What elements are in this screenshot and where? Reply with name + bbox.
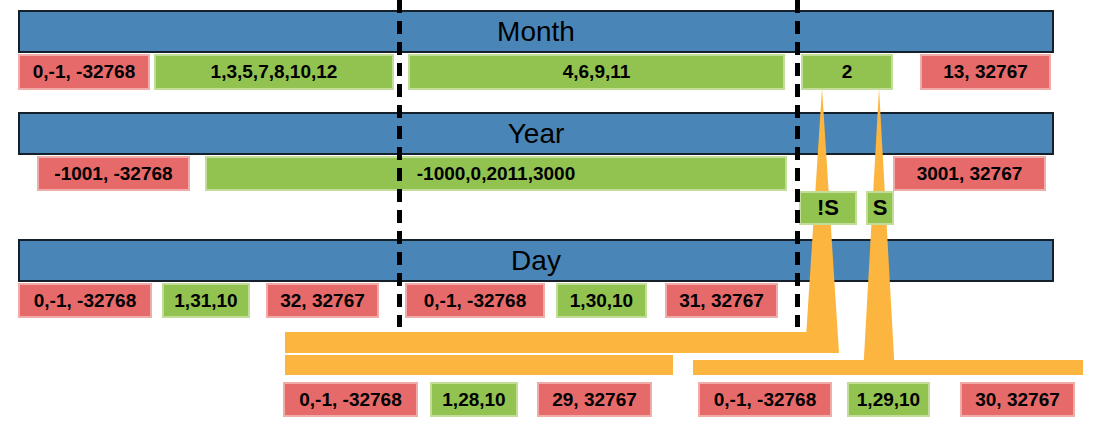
month-invalid-low-box: 0,-1, -32768 (18, 54, 150, 90)
day-bar-title: Day (511, 245, 561, 277)
year-bar: Year (18, 112, 1054, 155)
day31-valid-box: 1,31,10 (162, 283, 250, 318)
day30-invalid-low-box: 0,-1, -32768 (405, 283, 545, 318)
feb-nonleap-day-bar (285, 355, 673, 375)
feb-nonleap-connector-bar (285, 332, 837, 353)
year-bar-title: Year (508, 118, 565, 150)
leap-year-box: S (866, 191, 894, 225)
feb28-invalid-low-box: 0,-1, -32768 (283, 382, 418, 417)
partition-divider-line-2 (795, 0, 800, 327)
feb28-invalid-high-box: 29, 32767 (537, 382, 652, 417)
feb-leap-day-bar (693, 360, 1083, 375)
month-bar-title: Month (497, 16, 575, 48)
day-bar: Day (18, 239, 1054, 282)
day31-invalid-high-box: 32, 32767 (266, 283, 379, 318)
month-30day-months-box: 4,6,9,11 (408, 54, 785, 90)
month-31day-months-box: 1,3,5,7,8,10,12 (154, 54, 394, 90)
day31-invalid-low-box: 0,-1, -32768 (18, 283, 152, 318)
day30-invalid-high-box: 31, 32767 (665, 283, 778, 318)
feb29-valid-box: 1,29,10 (847, 382, 930, 417)
year-valid-box: -1000,0,2011,3000 (205, 156, 787, 191)
date-equivalence-partition-diagram: Month Year Day 0,-1, -32768 1,3,5,7,8,10… (0, 0, 1093, 436)
month-invalid-high-box: 13, 32767 (920, 54, 1051, 90)
feb29-invalid-low-box: 0,-1, -32768 (698, 382, 832, 417)
month-february-box: 2 (801, 54, 893, 90)
year-invalid-high-box: 3001, 32767 (893, 156, 1046, 191)
feb28-valid-box: 1,28,10 (430, 382, 518, 417)
day30-valid-box: 1,30,10 (556, 283, 647, 318)
month-bar: Month (18, 10, 1054, 53)
year-invalid-low-box: -1001, -32768 (37, 156, 190, 191)
feb29-invalid-high-box: 30, 32767 (960, 382, 1075, 417)
not-leap-year-box: !S (799, 191, 857, 225)
partition-divider-line-1 (397, 0, 402, 327)
